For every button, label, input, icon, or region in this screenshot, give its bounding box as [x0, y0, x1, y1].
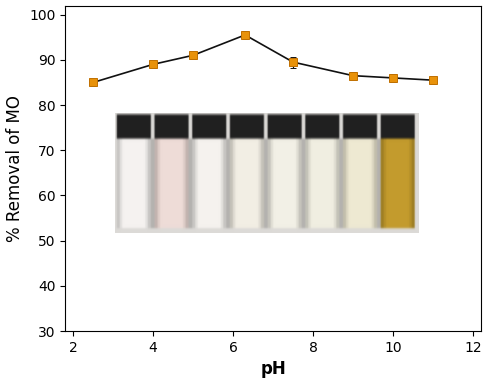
Y-axis label: % Removal of MO: % Removal of MO: [5, 95, 23, 242]
X-axis label: pH: pH: [260, 361, 286, 379]
